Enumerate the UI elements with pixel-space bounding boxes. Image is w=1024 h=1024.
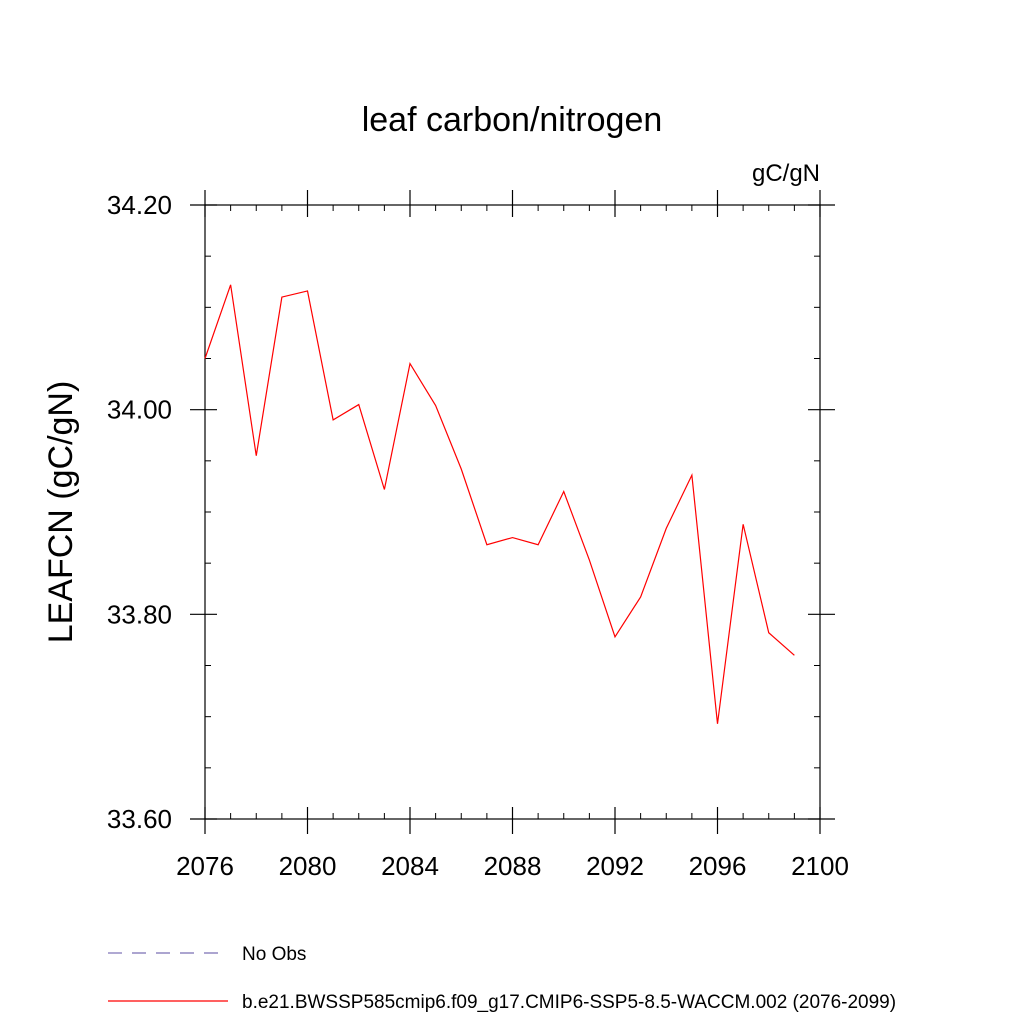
legend-label: No Obs: [242, 944, 306, 965]
plot-frame: [204, 204, 821, 820]
legend-label: b.e21.BWSSP585cmip6.f09_g17.CMIP6-SSP5-8…: [242, 992, 896, 1013]
legend: No Obs b.e21.BWSSP585cmip6.f09_g17.CMIP6-…: [108, 944, 896, 1013]
y-tick-label: 34.00: [107, 395, 172, 425]
series-layer: [204, 284, 795, 724]
x-tick-label: 2096: [689, 851, 747, 881]
axis-tick-labels: 2076 2080 2084 2088 2092 2096 2100 33.60 33.80 34…: [107, 190, 849, 881]
x-tick-label: 2092: [586, 851, 644, 881]
x-tick-label: 2080: [279, 851, 337, 881]
x-tick-label: 2076: [176, 851, 234, 881]
x-tick-label: 2088: [484, 851, 542, 881]
x-tick-label: 2084: [381, 851, 439, 881]
y-axis-label: LEAFCN (gC/gN): [42, 381, 80, 644]
units-label: gC/gN: [752, 160, 820, 187]
x-tick-label: 2100: [791, 851, 849, 881]
chart-title: leaf carbon/nitrogen: [362, 101, 663, 139]
axis-ticks: [190, 190, 835, 834]
series-line: [204, 284, 795, 724]
y-tick-label: 33.80: [107, 599, 172, 629]
y-tick-label: 33.60: [107, 804, 172, 834]
y-tick-label: 34.20: [107, 190, 172, 220]
